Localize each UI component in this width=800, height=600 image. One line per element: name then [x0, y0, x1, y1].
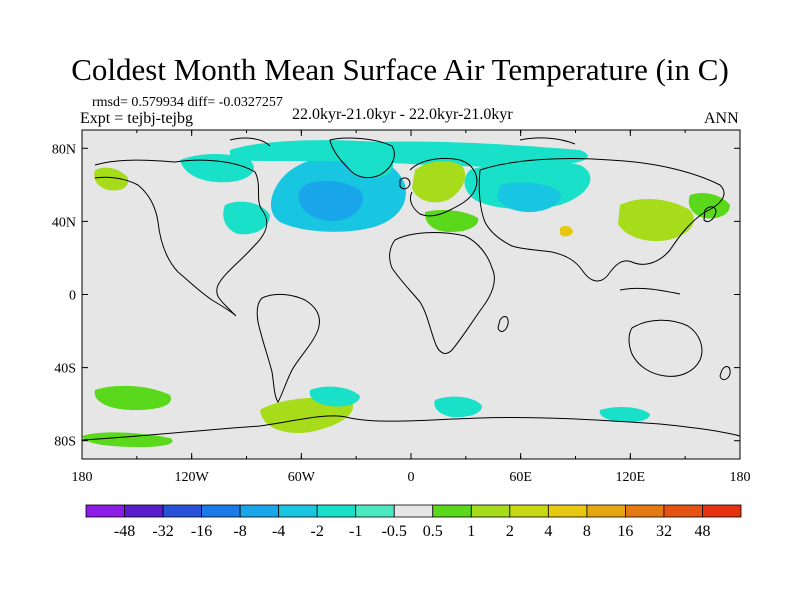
coastline-australia: [628, 319, 703, 377]
coastline-north-america: [94, 159, 268, 317]
anomaly-south-atlantic: [309, 386, 360, 407]
season-label: ANN: [704, 110, 739, 127]
colorbar-swatch: [509, 504, 549, 518]
coastline-africa: [389, 232, 495, 354]
colorbar-label: -8: [233, 523, 246, 540]
colorbar-swatch: [470, 504, 511, 518]
y-tick-label: 80S: [54, 435, 76, 450]
colorbar-swatch: [85, 504, 125, 518]
coastline-indonesia: [619, 287, 681, 295]
colorbar-swatch: [316, 504, 357, 518]
coastline-japan: [703, 206, 717, 223]
colorbar-label: -1: [349, 523, 362, 540]
anomaly-east-asia: [618, 198, 694, 242]
coastline-uk: [399, 177, 411, 190]
colorbar-swatch: [278, 504, 318, 518]
colorbar-label: -16: [191, 523, 212, 540]
anomaly-scandinavia: [412, 161, 466, 203]
colorbar-label: 48: [694, 523, 710, 540]
x-tick-label: 180: [72, 470, 93, 485]
colorbar-label: -32: [152, 523, 173, 540]
colorbar-label: -0.5: [382, 523, 407, 540]
coastline-europe: [409, 157, 478, 217]
x-tick-label: 120W: [175, 470, 210, 485]
x-tick-label: 0: [408, 470, 415, 485]
anomaly-tibet-spot: [560, 225, 573, 237]
anomaly-arctic: [230, 140, 588, 167]
colorbar-label: 1: [467, 523, 475, 540]
coastline-asia: [478, 157, 725, 282]
period-label: 22.0kyr-21.0kyr - 22.0kyr-21.0kyr: [292, 106, 513, 123]
coastline-south-america: [256, 293, 320, 403]
colorbar-label: 8: [583, 523, 591, 540]
colorbar-swatch: [432, 504, 472, 518]
colorbar-swatch: [355, 504, 395, 518]
y-axis: 80N 40N 0 40S 80S: [52, 142, 740, 450]
temperature-anomaly-field: [82, 140, 730, 448]
anomaly-alaska: [94, 167, 129, 191]
x-tick-label: 60E: [509, 470, 532, 485]
coastline-arctic-islands: [229, 137, 576, 147]
colorbar-label: 0.5: [423, 523, 443, 540]
y-tick-label: 0: [69, 289, 76, 304]
colorbar-swatch: [586, 504, 626, 518]
colorbar-swatch: [663, 504, 703, 518]
colorbar-swatch: [162, 504, 202, 518]
map-background: [82, 130, 740, 459]
colorbar-label: 4: [544, 523, 552, 540]
y-tick-label: 40N: [52, 215, 76, 230]
x-tick-label: 60W: [288, 470, 316, 485]
anomaly-japan: [688, 193, 730, 219]
anomaly-labrador-sea: [298, 180, 364, 221]
anomaly-us-east: [223, 201, 270, 235]
experiment-label: Expt = tejbj-tejbg: [80, 110, 193, 127]
colorbar-label: 32: [656, 523, 672, 540]
coastline-antarctica: [82, 415, 740, 441]
x-tick-label: 180: [730, 470, 751, 485]
colorbar-swatch: [124, 504, 164, 518]
anomaly-weddell: [260, 397, 354, 434]
coastline-madagascar: [497, 316, 509, 332]
y-tick-label: 80N: [52, 142, 76, 157]
colorbar: -48 -32 -16 -8 -4 -2 -1 -0.5 0.5 1 2 4 8 16 32 48: [85, 504, 742, 540]
coastlines: [82, 137, 740, 441]
colorbar-label: 2: [506, 523, 514, 540]
anomaly-indian-ocean: [434, 396, 482, 418]
anomaly-antarctica-coast: [82, 432, 173, 448]
coastline-greenland: [329, 137, 395, 179]
colorbar-swatch: [393, 504, 434, 518]
anomaly-ross-sea: [599, 406, 650, 423]
colorbar-label: -4: [272, 523, 285, 540]
anomaly-mediterranean: [424, 210, 479, 232]
colorbar-swatch: [239, 504, 280, 518]
colorbar-swatch: [201, 504, 241, 518]
anomaly-central-asia: [497, 182, 561, 213]
rmsd-stats: rmsd= 0.579934 diff= -0.0327257: [92, 95, 283, 110]
anomaly-canada-west: [180, 154, 254, 183]
colorbar-label: -2: [311, 523, 324, 540]
colorbar-label: 16: [617, 523, 633, 540]
x-tick-label: 120E: [616, 470, 646, 485]
y-tick-label: 40S: [54, 362, 76, 377]
map-title: Coldest Month Mean Surface Air Temperatu…: [71, 52, 729, 87]
colorbar-swatch: [625, 504, 665, 518]
anomaly-south-pacific: [94, 385, 171, 410]
colorbar-swatch: [702, 504, 742, 518]
colorbar-swatch: [547, 504, 588, 518]
x-axis: 180 120W 60W 0 60E 120E 180: [72, 130, 751, 485]
coastline-new-zealand: [719, 366, 731, 381]
colorbar-label: -48: [114, 523, 135, 540]
